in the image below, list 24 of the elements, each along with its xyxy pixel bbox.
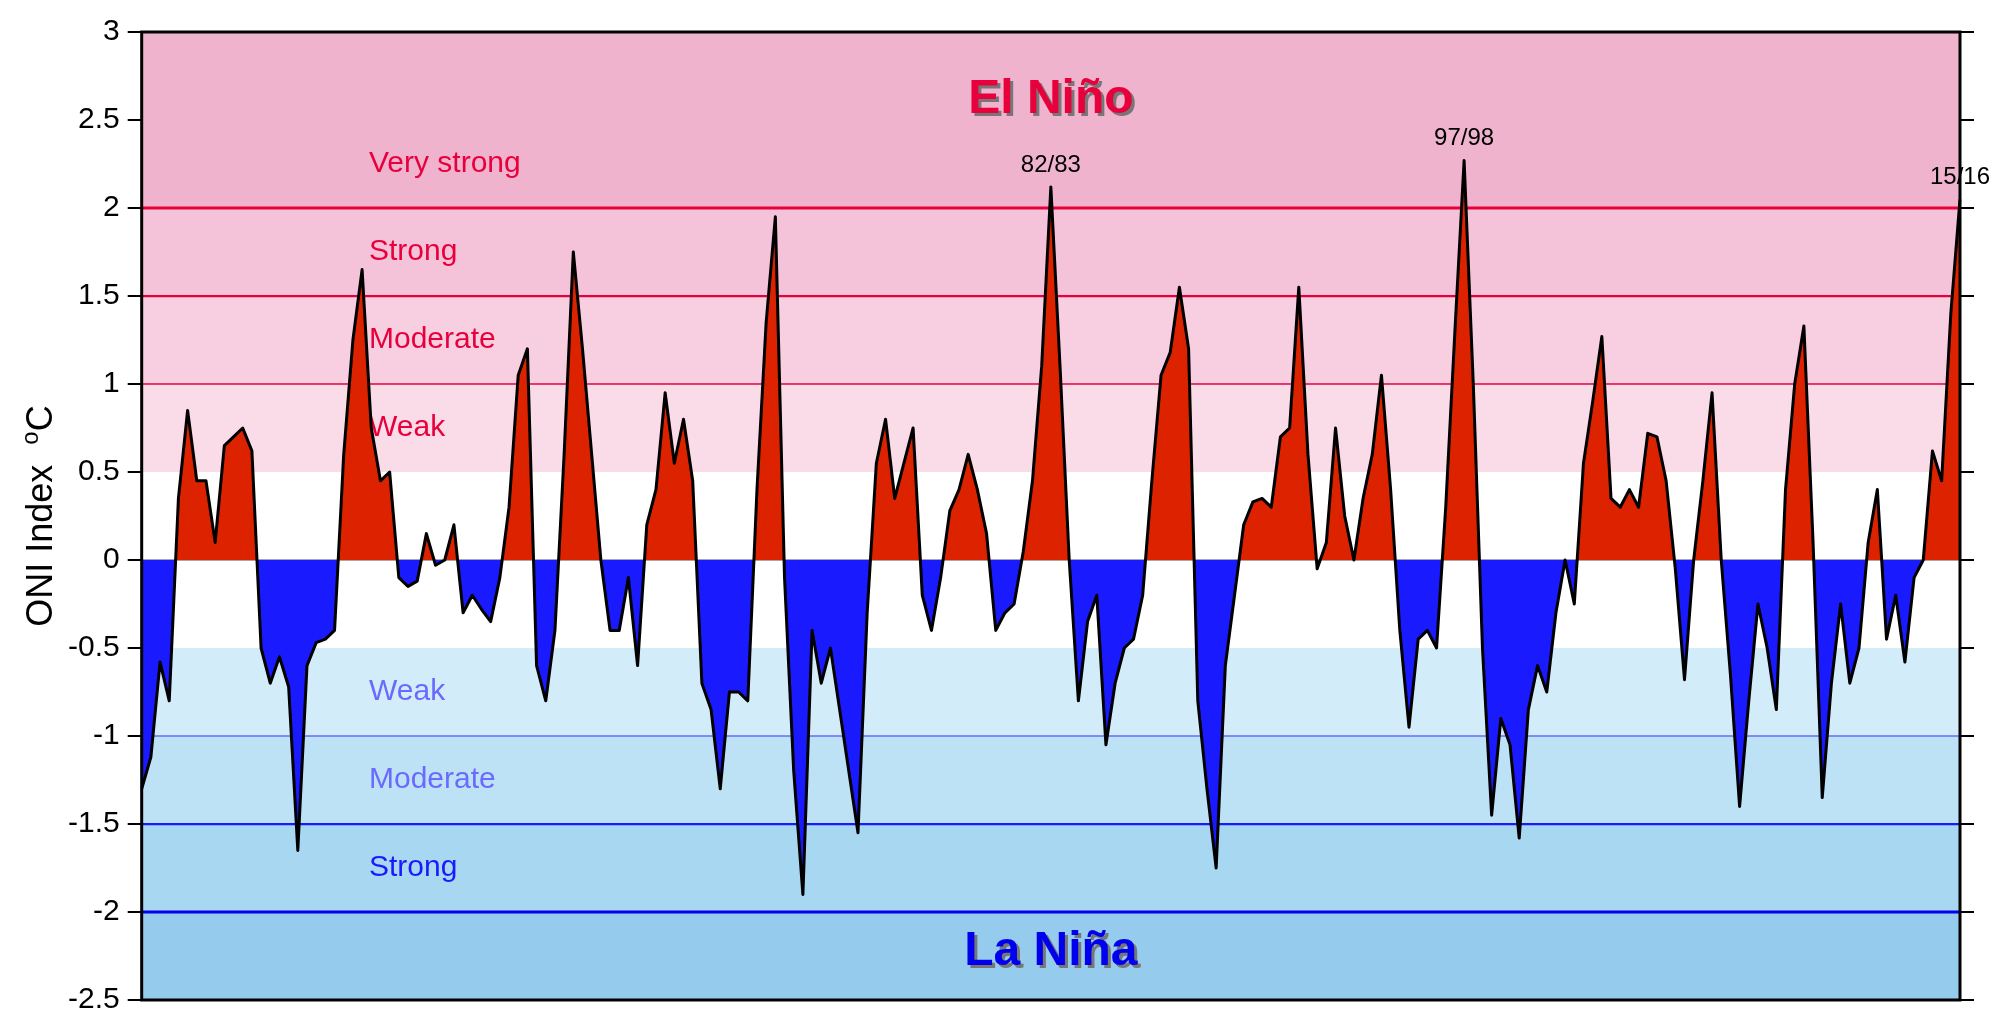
band-label: Moderate	[368, 761, 496, 795]
annotation: El Niño	[971, 72, 1137, 126]
band-label: Strong	[368, 849, 458, 883]
y-tick-label: 1	[103, 365, 120, 399]
y-tick-label: 0.5	[77, 453, 120, 487]
y-tick-label: -1.5	[67, 805, 120, 839]
y-tick-label: -1	[93, 717, 120, 751]
band-label: Strong	[368, 233, 458, 267]
band-label: Very strong	[368, 145, 521, 179]
annotation: 97/98	[1434, 123, 1495, 151]
y-tick-label: -2.5	[67, 981, 120, 1015]
y-axis-title: ONI Index oC	[16, 405, 60, 627]
y-tick-label: -2	[93, 893, 120, 927]
annotation: La Niña	[967, 924, 1141, 978]
band-label: Weak	[368, 409, 447, 443]
band-label: Weak	[368, 673, 447, 707]
y-tick-label: 2	[103, 189, 120, 223]
y-tick-label: 2.5	[77, 101, 120, 135]
y-tick-label: 3	[103, 13, 120, 47]
annotation: 82/83	[1020, 149, 1081, 177]
y-tick-label: 1.5	[77, 277, 120, 311]
y-tick-label: -0.5	[67, 629, 120, 663]
band-label: Moderate	[368, 321, 496, 355]
y-tick-label: 0	[103, 541, 120, 575]
